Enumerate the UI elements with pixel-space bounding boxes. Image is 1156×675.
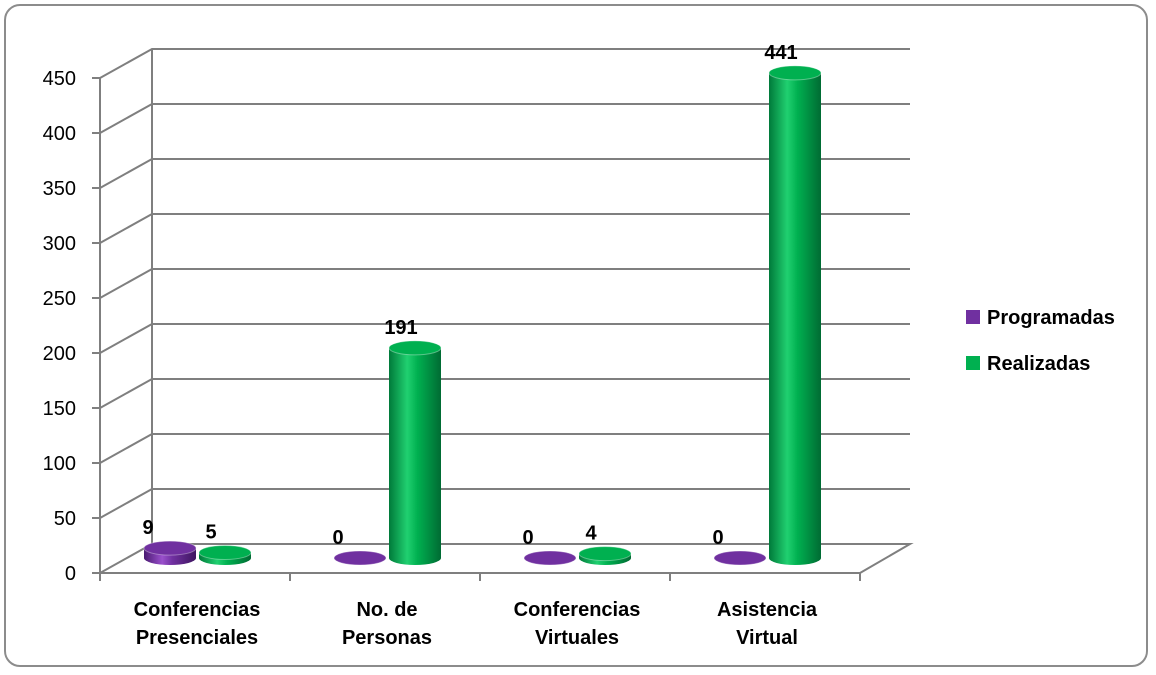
y-tick-label: 100 <box>43 453 76 475</box>
y-tick-label: 350 <box>43 178 76 200</box>
y-tick-label: 150 <box>43 398 76 420</box>
y-tick-label: 400 <box>43 123 76 145</box>
category-label: Asistencia Virtual <box>717 599 818 649</box>
category-label-line: Asistencia <box>717 599 818 621</box>
bar-programadas-0 <box>143 540 197 565</box>
y-tick-label: 250 <box>43 288 76 310</box>
data-labels: 9 0 0 0 5 191 4 441 <box>142 42 797 549</box>
data-label: 9 <box>142 517 153 539</box>
y-tick-label: 450 <box>43 68 76 90</box>
bar-body <box>389 347 441 565</box>
bar-realizadas-0 <box>198 545 252 565</box>
y-tick-label: 300 <box>43 233 76 255</box>
category-label: No. de Personas <box>342 599 432 649</box>
category-label: Conferencias Presenciales <box>134 599 261 649</box>
category-label-line: Conferencias <box>514 599 641 621</box>
bar-body <box>769 72 821 566</box>
bar-top <box>713 550 767 566</box>
data-label: 0 <box>712 527 723 549</box>
legend-swatch-realizadas <box>966 356 980 370</box>
legend-label-programadas: Programadas <box>987 307 1115 329</box>
data-label: 0 <box>522 527 533 549</box>
bar-programadas-3 <box>713 550 767 566</box>
data-label: 191 <box>384 317 417 339</box>
bar-top <box>198 545 252 560</box>
y-tick-label: 0 <box>65 563 76 585</box>
category-labels: Conferencias Presenciales No. de Personas Co… <box>134 599 818 649</box>
bar-top <box>143 540 197 556</box>
bar-top <box>578 546 632 562</box>
y-tick-label: 50 <box>54 508 76 530</box>
bar-top <box>388 340 442 356</box>
bar-top <box>333 550 387 566</box>
bar-top <box>523 550 577 566</box>
y-tick-label: 200 <box>43 343 76 365</box>
data-label: 4 <box>585 523 597 545</box>
bar-realizadas-2 <box>578 546 632 565</box>
bar-realizadas-1 <box>388 340 442 565</box>
bar-realizadas-3 <box>768 65 822 566</box>
category-label-line: Personas <box>342 627 432 649</box>
category-label-line: Virtuales <box>535 627 619 649</box>
category-label-line: Presenciales <box>136 627 258 649</box>
data-label: 441 <box>764 42 797 64</box>
legend-swatch-programadas <box>966 310 980 324</box>
bars <box>143 65 822 566</box>
axes <box>92 49 914 581</box>
category-label: Conferencias Virtuales <box>514 599 641 649</box>
data-label: 5 <box>205 522 216 544</box>
bar-top <box>768 65 822 81</box>
legend: Programadas Realizadas <box>966 307 1115 375</box>
category-label-line: No. de <box>356 599 417 621</box>
bar-programadas-2 <box>523 550 577 566</box>
data-label: 0 <box>332 527 343 549</box>
legend-label-realizadas: Realizadas <box>987 353 1090 375</box>
category-label-line: Conferencias <box>134 599 261 621</box>
floor <box>96 543 914 574</box>
category-label-line: Virtual <box>736 627 798 649</box>
bar-programadas-1 <box>333 550 387 566</box>
y-tick-labels: 0 50 100 150 200 250 300 350 400 450 <box>43 68 76 585</box>
